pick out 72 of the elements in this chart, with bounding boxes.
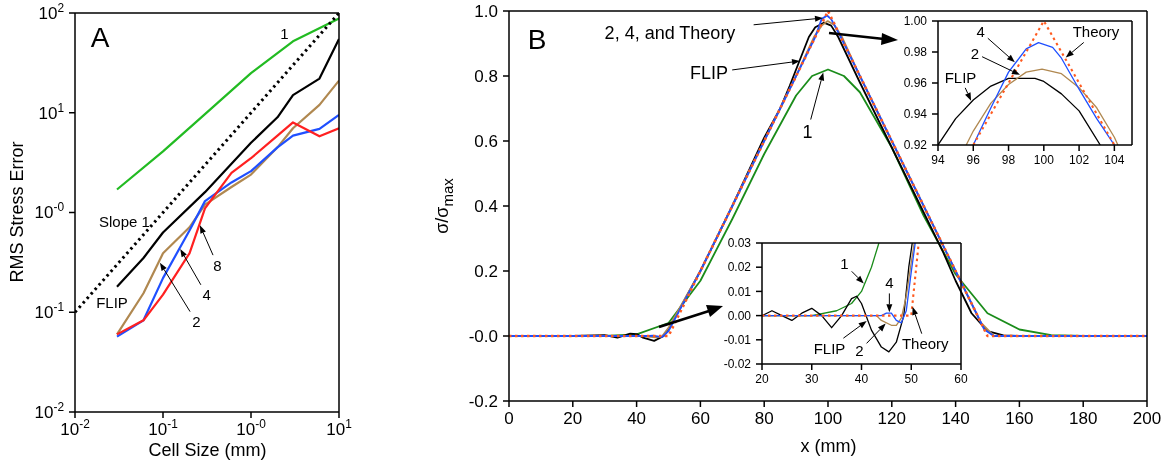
annotation: 1 xyxy=(280,24,289,42)
y-tick-label: 1.0 xyxy=(474,1,498,21)
y-tick-label: 0.8 xyxy=(474,66,498,86)
y-tick-label: 0.2 xyxy=(474,261,498,281)
x-tick-label: 80 xyxy=(754,409,774,429)
annotation: 2 xyxy=(192,313,201,331)
x-tick-label: 200 xyxy=(1132,409,1162,429)
annotation: 4 xyxy=(885,274,894,292)
x-axis-title: Cell Size (mm) xyxy=(147,440,268,461)
x-tick-label: 120 xyxy=(877,409,906,429)
annotation: 2 xyxy=(970,44,980,62)
y-tick-label: -0.02 xyxy=(723,357,752,372)
annotation: Theory xyxy=(1072,23,1120,41)
x-tick-label: 10$^{-0}$ xyxy=(236,417,267,440)
x-tick-label: 94 xyxy=(931,152,945,167)
x-tick-label: 30 xyxy=(805,371,819,386)
x-axis-title: x (mm) xyxy=(799,436,858,457)
annotation: Theory xyxy=(901,335,950,353)
x-tick-label: 180 xyxy=(1069,409,1098,429)
x-tick-label: 100 xyxy=(813,409,843,429)
y-tick-label: 0.02 xyxy=(727,260,752,275)
y-tick-label: 10$^{-0}$ xyxy=(34,200,65,223)
x-tick-label: 96 xyxy=(966,152,981,167)
x-tick-label: 100 xyxy=(1033,152,1055,167)
annotation: A xyxy=(90,22,110,54)
x-tick-label: 60 xyxy=(954,371,968,386)
x-tick-label: 104 xyxy=(1104,152,1125,167)
annotation: FLIP xyxy=(96,294,128,312)
y-tick-label: 10$^{2}$ xyxy=(38,0,65,23)
annotation: 1 xyxy=(802,121,813,142)
y-tick-label: 0.94 xyxy=(903,107,928,122)
x-tick-label: 160 xyxy=(1005,409,1034,429)
y-tick-label: 0.01 xyxy=(727,284,752,299)
y-tick-label: 0.4 xyxy=(474,196,498,216)
x-tick-label: 10$^{-1}$ xyxy=(148,417,179,440)
y-tick-label: -0.01 xyxy=(723,333,752,347)
y-tick-label: 1.00 xyxy=(903,14,928,29)
x-tick-label: 0 xyxy=(504,409,514,429)
y-tick-label: 0.98 xyxy=(903,45,928,60)
annotation: Slope 1 xyxy=(99,213,150,231)
y-tick-label: 0.96 xyxy=(903,76,928,91)
annotation: 8 xyxy=(213,256,222,274)
y-tick-label: 10$^{1}$ xyxy=(38,100,65,123)
annotation: B xyxy=(527,24,547,56)
annotation: 2 xyxy=(855,342,864,360)
annotation: FLIP xyxy=(689,62,729,84)
line-series xyxy=(115,17,339,191)
x-tick-label: 50 xyxy=(904,371,919,386)
y-tick-label: 0.00 xyxy=(727,308,752,323)
x-tick-label: 10$^{1}$ xyxy=(326,417,353,440)
y-tick-label: -0.2 xyxy=(468,391,498,411)
y-tick-label: 0.6 xyxy=(474,131,498,151)
x-tick-label: 10$^{-2}$ xyxy=(60,417,91,440)
x-tick-label: 140 xyxy=(941,409,970,429)
y-tick-label: 0.92 xyxy=(903,138,928,153)
y-tick-label: 0.03 xyxy=(727,236,752,251)
annotation: FLIP xyxy=(813,339,846,357)
x-tick-label: 98 xyxy=(1001,152,1016,167)
x-tick-label: 20 xyxy=(563,409,583,429)
y-axis-title: RMS Stress Error xyxy=(6,141,28,283)
x-tick-label: 40 xyxy=(627,409,647,429)
x-tick-label: 20 xyxy=(755,371,769,386)
annotation: 4 xyxy=(202,286,211,304)
x-tick-label: 102 xyxy=(1069,152,1090,167)
annotation: 2, 4, and Theory xyxy=(604,22,736,44)
annotation: 4 xyxy=(976,23,985,41)
y-tick-label: 10$^{-1}$ xyxy=(34,300,65,323)
x-tick-label: 40 xyxy=(854,371,869,386)
x-tick-label: 60 xyxy=(690,409,710,429)
annotation: FLIP xyxy=(944,68,977,86)
y-tick-label: -0.0 xyxy=(468,326,498,346)
annotation: 1 xyxy=(840,255,849,273)
